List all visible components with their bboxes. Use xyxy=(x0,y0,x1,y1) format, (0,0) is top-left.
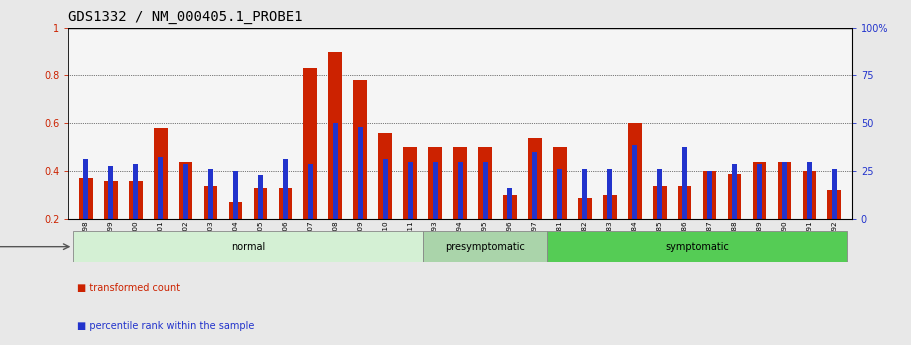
Bar xyxy=(404,147,417,219)
Bar xyxy=(528,138,542,219)
Bar xyxy=(827,190,841,219)
Bar xyxy=(632,145,637,219)
Text: normal: normal xyxy=(230,242,265,252)
Bar xyxy=(478,147,492,219)
Bar xyxy=(233,171,238,219)
Bar xyxy=(378,133,392,219)
Bar xyxy=(503,195,517,219)
Bar xyxy=(728,174,742,219)
Bar xyxy=(104,181,118,219)
Bar xyxy=(204,186,218,219)
Bar xyxy=(154,128,168,219)
Bar xyxy=(329,51,343,219)
Bar xyxy=(308,164,312,219)
Bar xyxy=(807,161,812,219)
Bar xyxy=(279,188,292,219)
Bar xyxy=(702,171,716,219)
Bar xyxy=(578,198,591,219)
Bar xyxy=(253,188,267,219)
Bar xyxy=(608,169,612,219)
Bar xyxy=(548,231,847,262)
Bar xyxy=(128,181,142,219)
Text: symptomatic: symptomatic xyxy=(665,242,729,252)
Bar xyxy=(603,195,617,219)
Bar xyxy=(358,127,363,219)
Bar xyxy=(407,161,413,219)
Bar xyxy=(832,169,837,219)
Bar xyxy=(423,231,548,262)
Bar xyxy=(752,161,766,219)
Bar xyxy=(782,161,787,219)
Bar xyxy=(558,169,562,219)
Bar xyxy=(353,80,367,219)
Bar xyxy=(428,147,442,219)
Bar xyxy=(707,171,712,219)
Bar xyxy=(657,169,662,219)
Bar xyxy=(283,159,288,219)
Text: GDS1332 / NM_000405.1_PROBE1: GDS1332 / NM_000405.1_PROBE1 xyxy=(68,10,302,24)
Bar xyxy=(258,175,263,219)
Bar xyxy=(483,161,487,219)
Bar xyxy=(303,68,317,219)
Bar xyxy=(159,157,163,219)
Bar xyxy=(682,147,687,219)
Bar xyxy=(732,164,737,219)
Bar xyxy=(183,164,188,219)
Bar xyxy=(73,231,423,262)
Bar xyxy=(507,188,513,219)
Text: presymptomatic: presymptomatic xyxy=(445,242,525,252)
Bar xyxy=(83,159,88,219)
Bar xyxy=(653,186,667,219)
Text: ■ transformed count: ■ transformed count xyxy=(77,283,180,293)
Bar xyxy=(79,178,93,219)
Bar xyxy=(333,124,338,219)
Bar xyxy=(208,169,213,219)
Bar xyxy=(532,152,537,219)
Bar xyxy=(383,159,388,219)
Bar xyxy=(453,147,467,219)
Bar xyxy=(457,161,463,219)
Bar xyxy=(133,164,138,219)
Bar xyxy=(179,161,192,219)
Bar xyxy=(229,202,242,219)
Bar xyxy=(803,171,816,219)
Text: ■ percentile rank within the sample: ■ percentile rank within the sample xyxy=(77,321,255,331)
Bar xyxy=(553,147,567,219)
Bar xyxy=(757,164,762,219)
Bar xyxy=(628,124,641,219)
Bar xyxy=(778,161,792,219)
Bar xyxy=(678,186,691,219)
Bar xyxy=(433,161,437,219)
Bar xyxy=(108,166,113,219)
Bar xyxy=(582,169,588,219)
